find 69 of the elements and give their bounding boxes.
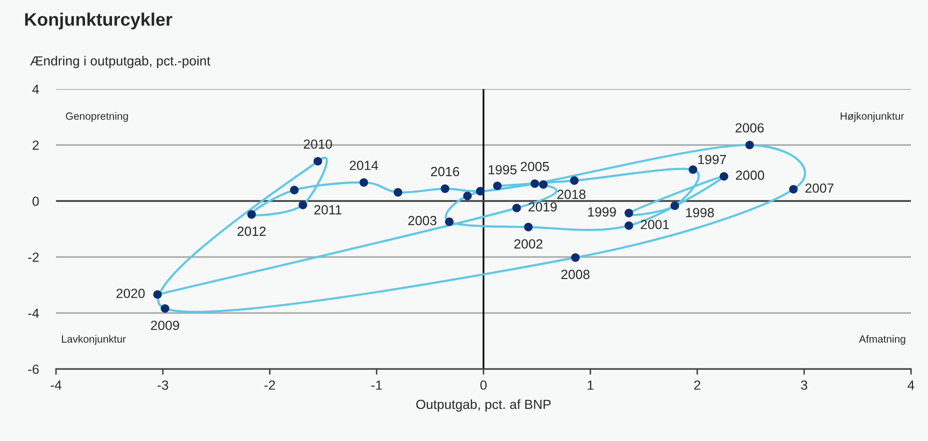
point — [493, 182, 502, 190]
x-tick-label: 0 — [480, 380, 487, 390]
point — [440, 184, 450, 193]
point — [688, 165, 698, 174]
annotation: 2020 — [116, 288, 145, 298]
point — [394, 188, 402, 197]
annotation: 2012 — [238, 226, 266, 236]
point — [571, 253, 580, 262]
y-tick-label: 0 — [32, 196, 39, 206]
annotation: Højkonjunktur — [840, 112, 904, 122]
annotation: 2006 — [736, 123, 764, 133]
annotation: 2009 — [151, 320, 180, 330]
point — [360, 178, 368, 187]
annotation: 2010 — [304, 139, 332, 149]
annotation: 2003 — [408, 216, 436, 226]
point — [290, 186, 299, 194]
point — [624, 208, 634, 218]
x-tick-label: 2 — [694, 380, 700, 390]
y-tick-label: 4 — [32, 84, 39, 94]
annotation: Genopretning — [66, 112, 128, 122]
point — [745, 140, 754, 150]
point — [314, 156, 322, 166]
x-tick-label: -2 — [264, 380, 275, 390]
annotation: 1998 — [686, 208, 714, 218]
point — [247, 210, 256, 219]
annotation: 2016 — [431, 166, 460, 176]
point — [624, 221, 634, 230]
point — [298, 200, 308, 210]
annotation: 2002 — [514, 239, 542, 249]
annotation: 2018 — [557, 190, 586, 200]
annotation: 2000 — [736, 170, 764, 180]
point — [476, 186, 485, 196]
annotation: 2008 — [561, 270, 590, 280]
annotation: Afmatning — [858, 335, 906, 345]
annotation: Lavkonjunktur — [62, 335, 126, 345]
annotation: 2014 — [350, 160, 378, 170]
x-tick-label: 4 — [908, 380, 914, 390]
y-tick-label: 2 — [32, 140, 39, 150]
x-tick-label: -1 — [371, 380, 382, 390]
annotation: 2007 — [805, 183, 834, 193]
x-tick-label: 3 — [800, 380, 808, 390]
point — [512, 204, 521, 212]
point — [153, 290, 162, 299]
y-axis-title: Ændring i outputgab, pct.-point — [30, 56, 210, 68]
annotation: 2001 — [640, 220, 669, 230]
x-tick-label: -4 — [50, 380, 62, 390]
annotation: 2005 — [520, 162, 549, 172]
point — [720, 172, 728, 181]
annotation: 2011 — [314, 205, 342, 214]
annotation: 1999 — [588, 207, 616, 217]
annotation: 2019 — [528, 202, 557, 212]
point — [570, 176, 579, 185]
point — [539, 180, 548, 189]
point — [789, 184, 798, 194]
x-axis-title: Outputgab, pct. af BNP — [416, 399, 551, 412]
point — [530, 179, 540, 188]
y-tick-label: -6 — [28, 364, 39, 374]
y-tick-label: -4 — [28, 308, 39, 318]
y-tick-label: -2 — [28, 252, 39, 262]
point — [160, 304, 170, 313]
x-tick-label: 1 — [588, 380, 594, 390]
point — [524, 222, 533, 232]
x-tick-label: -3 — [158, 380, 168, 390]
point — [670, 201, 680, 210]
point — [463, 192, 472, 200]
annotation: 1995 — [488, 165, 517, 174]
point — [445, 217, 454, 226]
chart-title: Konjunkturcykler — [25, 12, 172, 30]
annotation: 1997 — [698, 154, 726, 164]
